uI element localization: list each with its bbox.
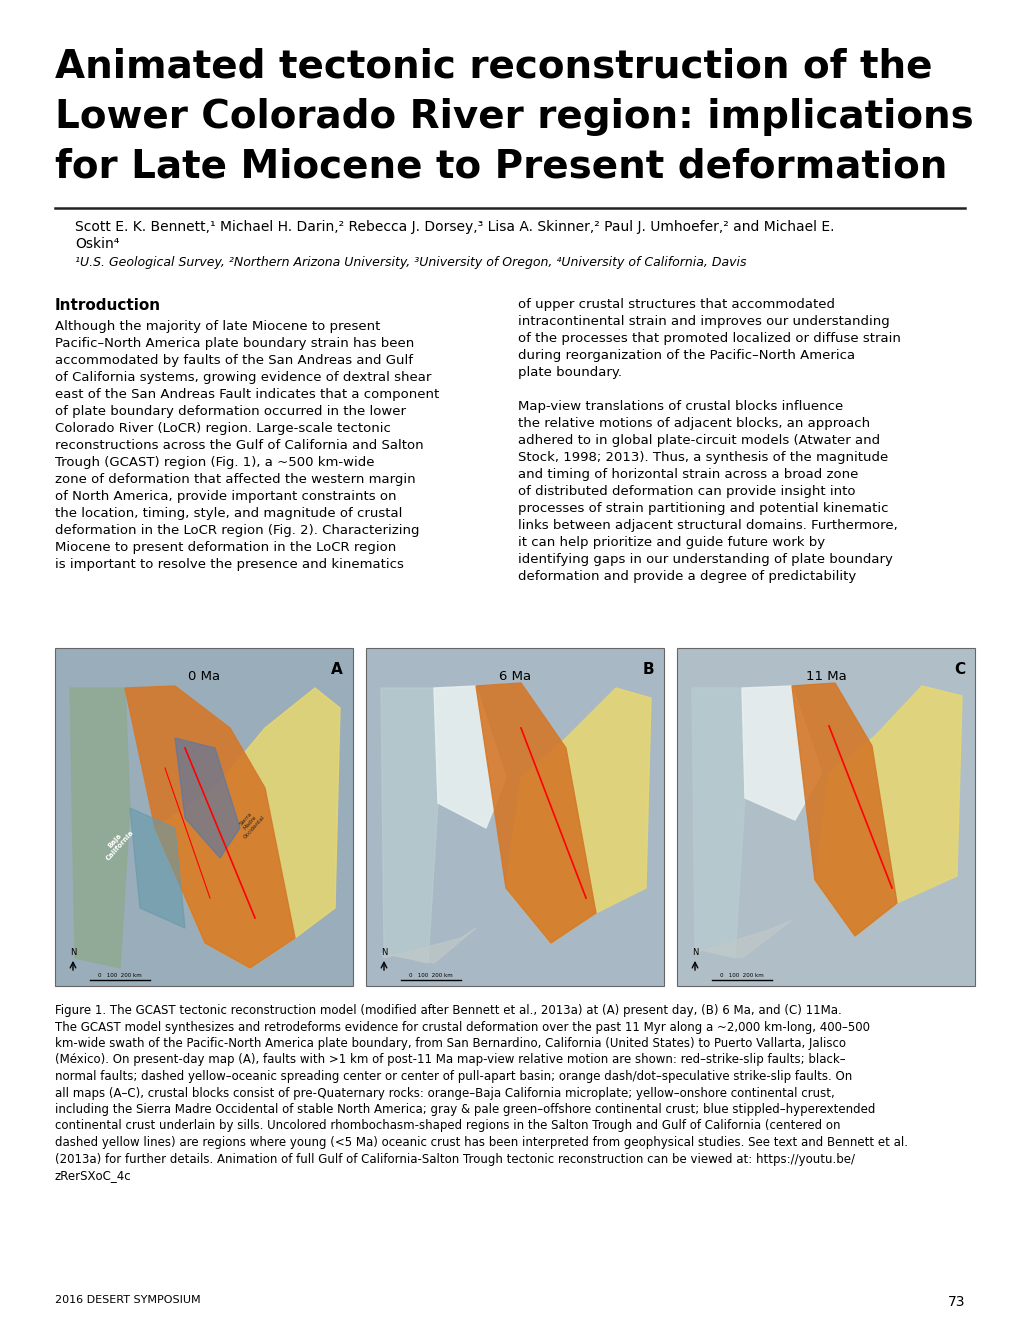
Bar [55,648,353,986]
Text: 0 Ma: 0 Ma [187,671,220,682]
Text: Figure 1. The GCAST tectonic reconstruction model (modified after Bennett et al.: Figure 1. The GCAST tectonic reconstruct… [55,1005,907,1181]
Text: 0   100  200 km: 0 100 200 km [719,973,763,978]
Text: Sierra
Madre
Occidental: Sierra Madre Occidental [233,807,266,840]
Polygon shape [433,686,505,828]
Text: 0   100  200 km: 0 100 200 km [409,973,452,978]
Text: 2016 DESERT SYMPOSIUM: 2016 DESERT SYMPOSIUM [55,1295,201,1305]
Text: Lower Colorado River region: implications: Lower Colorado River region: implication… [55,98,973,136]
Text: Oskin⁴: Oskin⁴ [75,238,119,251]
Text: ¹U.S. Geological Survey, ²Northern Arizona University, ³University of Oregon, ⁴U: ¹U.S. Geological Survey, ²Northern Arizo… [75,256,746,269]
Polygon shape [125,686,294,968]
Text: N: N [380,948,387,957]
Text: 6 Ma: 6 Ma [498,671,531,682]
Text: 0   100  200 km: 0 100 200 km [98,973,142,978]
Text: 73: 73 [947,1295,964,1309]
Text: N: N [69,948,76,957]
Polygon shape [691,688,744,958]
Text: Introduction: Introduction [55,298,161,313]
Polygon shape [129,808,184,928]
Text: Although the majority of late Miocene to present
Pacific–North America plate bou: Although the majority of late Miocene to… [55,319,439,572]
Text: Animated tectonic reconstruction of the: Animated tectonic reconstruction of the [55,48,931,86]
Polygon shape [70,688,129,968]
Text: Scott E. K. Bennett,¹ Michael H. Darin,² Rebecca J. Dorsey,³ Lisa A. Skinner,² P: Scott E. K. Bennett,¹ Michael H. Darin,²… [75,220,834,234]
Polygon shape [381,928,476,964]
Polygon shape [741,686,821,820]
Text: for Late Miocene to Present deformation: for Late Miocene to Present deformation [55,148,947,186]
Polygon shape [476,682,595,942]
Polygon shape [814,686,961,936]
Polygon shape [505,688,650,942]
Bar [366,648,663,986]
Text: N: N [691,948,697,957]
Polygon shape [691,920,791,958]
Text: A: A [331,663,342,677]
Polygon shape [381,688,437,964]
Text: Baja
California: Baja California [99,825,135,862]
Text: 11 Ma: 11 Ma [805,671,846,682]
Polygon shape [155,688,339,968]
Text: C: C [953,663,964,677]
Polygon shape [791,682,896,936]
Polygon shape [175,738,239,858]
Text: of upper crustal structures that accommodated
intracontinental strain and improv: of upper crustal structures that accommo… [518,298,900,583]
Text: B: B [642,663,653,677]
Bar [677,648,974,986]
